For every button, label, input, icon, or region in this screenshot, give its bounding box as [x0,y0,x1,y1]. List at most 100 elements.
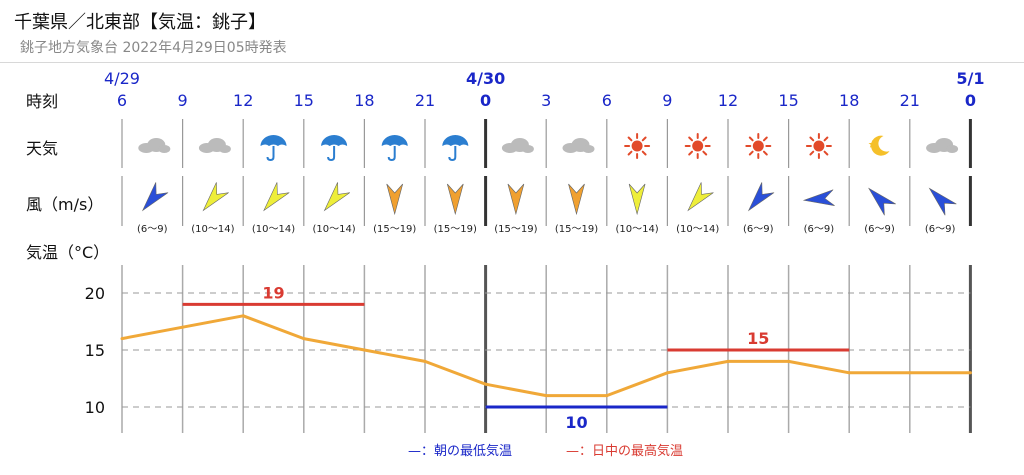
sun-ray [809,150,815,156]
wind-speed: (10〜14) [312,224,355,235]
wind-speed: (10〜14) [191,224,234,235]
temperature-point [362,348,366,352]
wind-arrow-icon [323,182,351,212]
umbrella-icon [321,135,348,162]
daily-high-bar-label: 15 [747,329,769,348]
temperature-point [120,337,124,341]
wind-arrow-icon [868,187,896,216]
moon-shape [871,135,890,156]
sun-core [692,140,704,152]
cloud-part [218,145,231,153]
wind-speed: (6〜9) [804,224,835,235]
wind-speed: (15〜19) [494,224,537,235]
hour-label: 6 [602,91,612,110]
y-tick-label: 20 [85,284,105,303]
wind-arrow-icon [141,182,169,212]
umbrella-icon [381,135,408,162]
umbrella-canopy [381,135,408,146]
legend-low: —：朝の最低気温 [408,443,512,459]
row-label-wind: 風（m/s） [26,195,103,214]
wind-speed: (6〜9) [864,224,895,235]
hour-label: 21 [415,91,435,110]
sun-ray [762,150,768,156]
wind-arrow-shape [323,182,351,212]
wind-arrow-shape [868,187,896,216]
temperature-point [787,359,791,363]
temperature-point [726,359,730,363]
sun-ray [762,136,768,142]
hour-label: 0 [480,91,491,110]
sun-ray [641,136,647,142]
temperature-point [605,394,609,398]
wind-arrow-icon [687,182,714,212]
row-label-time: 時刻 [26,92,58,111]
hour-label: 21 [900,91,920,110]
row-label-weather: 天気 [26,139,58,158]
wind-arrow-shape [928,187,957,216]
hour-label: 12 [233,91,253,110]
cloud-icon [138,138,171,153]
cloud-icon [501,138,534,153]
wind-arrow-shape [141,182,169,212]
cloud-part [158,145,171,153]
wind-arrow-icon [263,182,290,212]
temperature-point [544,394,548,398]
temperature-point [484,382,488,386]
y-tick-label: 10 [85,398,105,417]
wind-arrow-icon [507,183,525,216]
wind-arrow-icon [202,182,229,212]
hour-label: 0 [965,91,976,110]
wind-speed: (15〜19) [555,224,598,235]
wind-arrow-icon [747,182,775,212]
wind-speed: (15〜19) [373,224,416,235]
wind-arrow-shape [386,183,403,216]
cloud-part [582,145,595,153]
sun-core [752,140,764,152]
wind-arrow-shape [263,182,290,212]
hour-label: 3 [541,91,551,110]
sun-ray [641,150,647,156]
hour-label: 9 [178,91,188,110]
wind-arrow-icon [386,183,403,216]
hour-label: 18 [354,91,374,110]
date-label: 4/30 [466,69,505,88]
sun-ray [748,136,754,142]
sun-core [631,140,643,152]
wind-speed: (6〜9) [137,224,168,235]
hour-label: 18 [839,91,859,110]
wind-arrow-shape [628,183,646,216]
sun-ray [702,150,708,156]
wind-arrow-icon [568,183,585,216]
star-shape [868,140,877,148]
sun-ray [702,136,708,142]
wind-speed: (6〜9) [743,224,774,235]
sun-icon [684,133,711,159]
daily-high-bar-label: 19 [262,283,284,302]
wind-arrow-shape [568,183,585,216]
temperature-point [181,325,185,329]
sun-ray [823,150,829,156]
cloud-part [946,145,959,153]
hour-label: 12 [718,91,738,110]
wind-arrow-shape [507,183,525,216]
umbrella-handle [266,146,275,162]
wind-arrow-shape [802,189,835,206]
cloud-icon [926,138,959,153]
umbrella-handle [448,146,457,162]
umbrella-icon [260,135,287,162]
temperature-point [847,371,851,375]
page-title: 千葉県／北東部【気温：銚子】 [14,12,266,33]
sun-icon [805,133,832,159]
umbrella-canopy [321,135,348,146]
sun-ray [688,136,694,142]
hour-label: 9 [662,91,672,110]
sun-icon [624,133,651,159]
wind-speed: (6〜9) [925,224,956,235]
sun-ray [748,150,754,156]
umbrella-icon [442,135,469,162]
umbrella-canopy [442,135,469,146]
sun-ray [688,150,694,156]
date-label: 4/29 [104,69,140,88]
wind-arrow-icon [628,183,646,216]
